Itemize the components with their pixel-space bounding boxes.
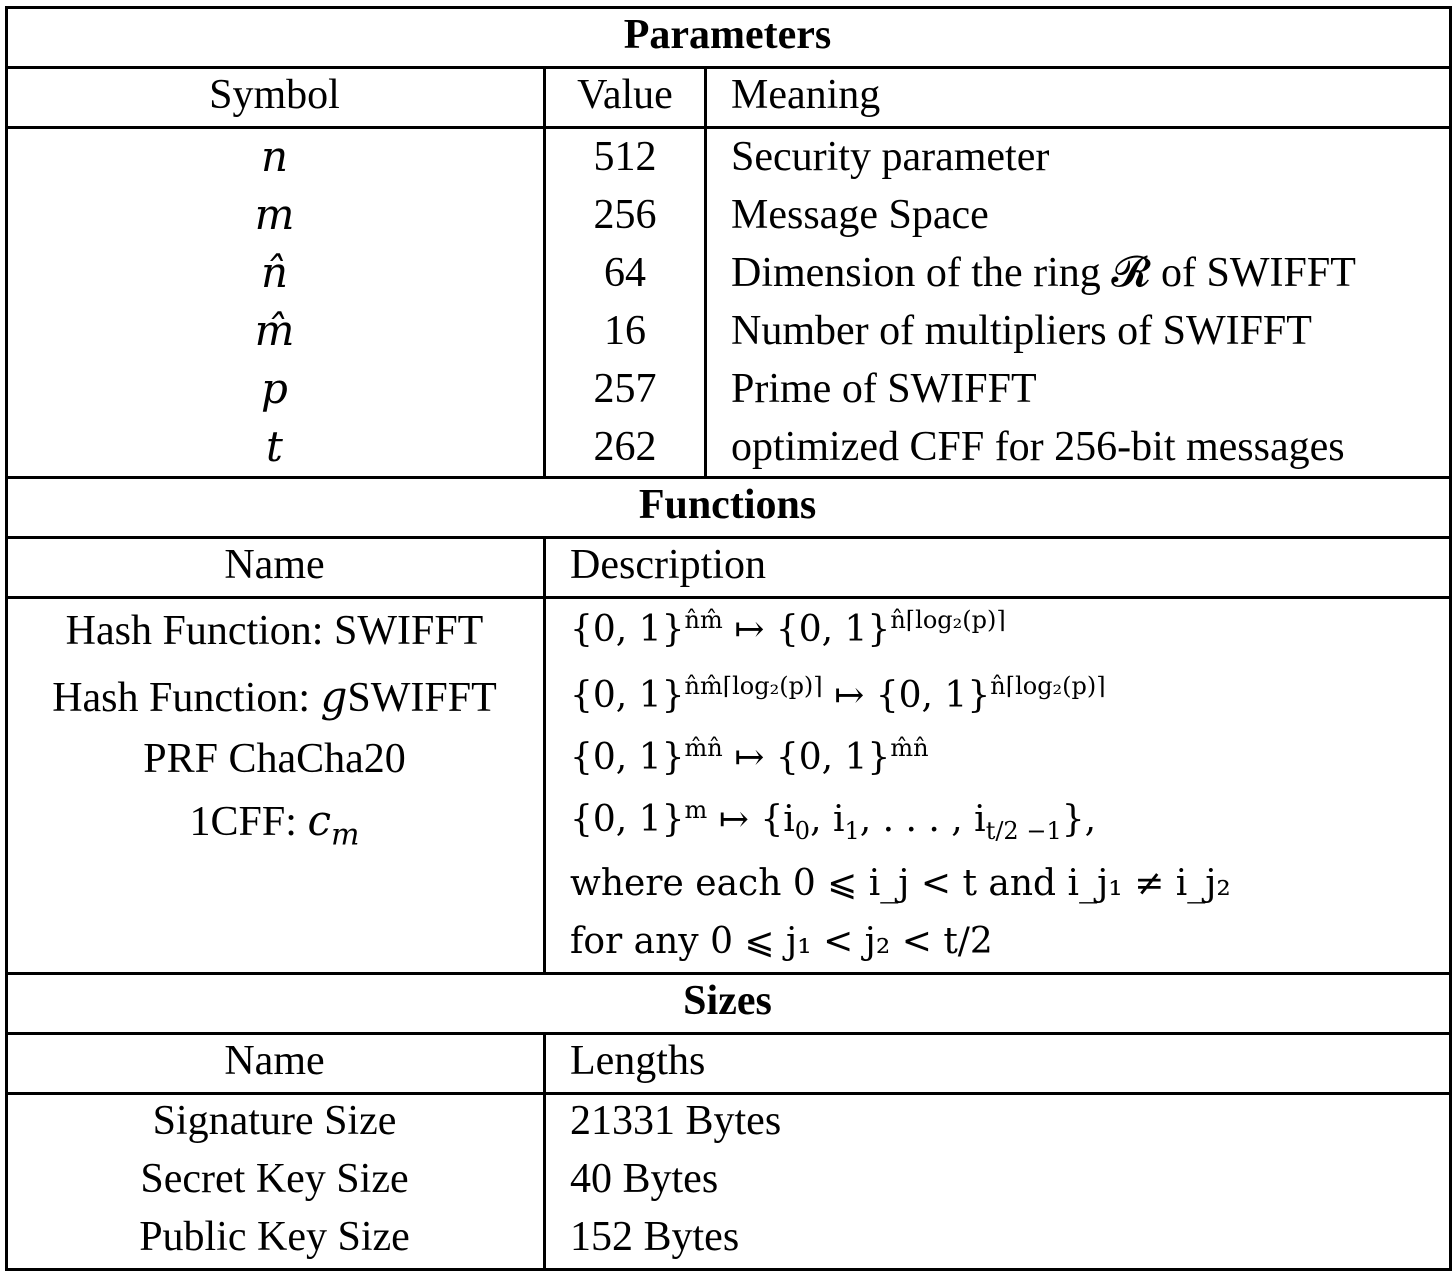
sizes-section-title: Sizes <box>683 978 772 1024</box>
formula-exponent: n̂⌈log₂(p)⌉ <box>990 672 1106 700</box>
rule-under-sizes-header <box>6 1092 1452 1095</box>
index-subscript: 0 <box>794 817 811 846</box>
functions-section-title: Functions <box>638 482 817 528</box>
formula-base: {0, 1} <box>570 609 685 650</box>
formula-exponent: n̂m̂⌈log₂(p)⌉ <box>684 672 823 700</box>
function-name: Hash Function: SWIFFT <box>65 608 484 654</box>
header-meaning: Meaning <box>731 72 881 118</box>
size-name: Secret Key Size <box>140 1156 409 1202</box>
rule-col1-params <box>543 66 546 479</box>
header-symbol: Symbol <box>209 72 340 118</box>
rule-right <box>1449 6 1452 1271</box>
index-set-open: {i <box>760 799 795 840</box>
rule-under-functions-body <box>6 972 1452 975</box>
param-symbol: n <box>260 132 289 181</box>
size-length: 40 Bytes <box>570 1156 719 1202</box>
param-value: 262 <box>593 424 657 470</box>
rule-under-parameters-header <box>6 126 1452 129</box>
maps-to-arrow: ↦ <box>734 737 765 778</box>
formula-exponent: n̂m̂ <box>684 606 723 634</box>
formula-base: {0, 1} <box>875 675 991 716</box>
param-value: 257 <box>593 366 657 412</box>
rule-under-parameters-title <box>6 66 1452 69</box>
param-meaning: Message Space <box>731 192 989 238</box>
param-value: 16 <box>604 308 646 354</box>
index-set-close: }, <box>1061 799 1097 840</box>
param-value: 512 <box>593 134 657 180</box>
param-symbol: t <box>266 422 283 471</box>
rule-under-parameters-body <box>6 476 1452 479</box>
index-set-ellipsis: , . . . , i <box>859 799 986 840</box>
formula-base: {0, 1} <box>570 737 685 778</box>
param-meaning: Number of multipliers of SWIFFT <box>731 308 1312 354</box>
formula-base: {0, 1} <box>570 675 685 716</box>
formula-exponent: m̂n̂ <box>684 734 723 762</box>
function-name: PRF ChaCha20 <box>143 736 406 782</box>
function-description: {0, 1}n̂m̂⌈log₂(p)⌉ ↦ {0, 1}n̂⌈log₂(p)⌉ <box>570 674 1106 716</box>
maps-to-arrow: ↦ <box>718 799 749 840</box>
header-name: Name <box>224 1038 325 1084</box>
param-symbol: m̂ <box>254 306 295 355</box>
function-description: {0, 1}m ↦ {i0, i1, . . . , it/2 −1}, <box>570 798 1097 843</box>
function-constraint-line: where each 0 ⩽ i_j < t and i_j₁ ≠ i_j₂ <box>570 863 1231 904</box>
param-value: 256 <box>593 192 657 238</box>
function-name: 1CFF: cm <box>6 800 543 850</box>
header-name: Name <box>224 542 325 588</box>
formula-base: {0, 1} <box>570 799 685 840</box>
param-meaning: optimized CFF for 256-bit messages <box>731 424 1345 470</box>
rule-col1-sizes <box>543 1032 546 1271</box>
index-set-separator: , i <box>810 799 845 840</box>
rule-col2-params <box>704 66 707 479</box>
formula-exponent: n̂⌈log₂(p)⌉ <box>890 606 1006 634</box>
function-name-prefix: 1CFF: <box>189 799 308 845</box>
maps-to-arrow: ↦ <box>734 609 765 650</box>
rule-under-functions-header <box>6 596 1452 599</box>
function-description: {0, 1}n̂m̂ ↦ {0, 1}n̂⌈log₂(p)⌉ <box>570 608 1006 650</box>
parameters-section-title: Parameters <box>623 12 832 58</box>
rule-top <box>6 6 1452 9</box>
param-symbol: p <box>261 364 288 413</box>
rule-left <box>5 6 8 1271</box>
param-meaning: Dimension of the ring 𝓡 of SWIFFT <box>731 250 1356 296</box>
formula-base: {0, 1} <box>775 609 891 650</box>
formula-base: {0, 1} <box>775 737 891 778</box>
rule-under-functions-title <box>6 536 1452 539</box>
function-name-suffix: SWIFFT <box>347 675 497 721</box>
rule-bottom <box>6 1268 1452 1271</box>
param-meaning: Security parameter <box>731 134 1050 180</box>
index-subscript: t/2 −1 <box>985 817 1062 846</box>
function-constraint-line: for any 0 ⩽ j₁ < j₂ < t/2 <box>570 921 993 962</box>
header-value: Value <box>577 72 673 118</box>
size-length: 21331 Bytes <box>570 1098 782 1144</box>
rule-col1-functions <box>543 536 546 975</box>
size-length: 152 Bytes <box>570 1214 740 1260</box>
function-name-prefix: Hash Function: <box>52 675 321 721</box>
rule-under-sizes-title <box>6 1032 1452 1035</box>
index-subscript: 1 <box>844 817 860 846</box>
param-meaning: Prime of SWIFFT <box>731 366 1037 412</box>
maps-to-arrow: ↦ <box>834 675 865 716</box>
param-symbol: n̂ <box>260 248 289 297</box>
formula-exponent: m̂n̂ <box>890 734 929 762</box>
param-symbol: m <box>254 190 295 239</box>
header-description: Description <box>570 542 766 588</box>
formula-exponent: m <box>684 796 708 824</box>
size-name: Signature Size <box>152 1098 397 1144</box>
function-name: Hash Function: gSWIFFT <box>6 675 543 721</box>
header-lengths: Lengths <box>570 1038 706 1084</box>
function-name-variable: g <box>320 672 348 721</box>
param-value: 64 <box>604 250 646 296</box>
function-name-variable: c <box>307 796 331 845</box>
size-name: Public Key Size <box>139 1214 410 1260</box>
function-name-subscript: m <box>330 817 360 853</box>
function-description: {0, 1}m̂n̂ ↦ {0, 1}m̂n̂ <box>570 736 929 778</box>
